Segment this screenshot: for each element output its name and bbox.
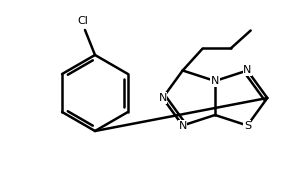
Text: N: N [211,76,219,86]
Text: N: N [159,93,167,103]
Text: N: N [178,121,187,130]
Text: N: N [243,65,252,76]
Text: S: S [244,121,251,130]
Text: Cl: Cl [78,16,88,26]
